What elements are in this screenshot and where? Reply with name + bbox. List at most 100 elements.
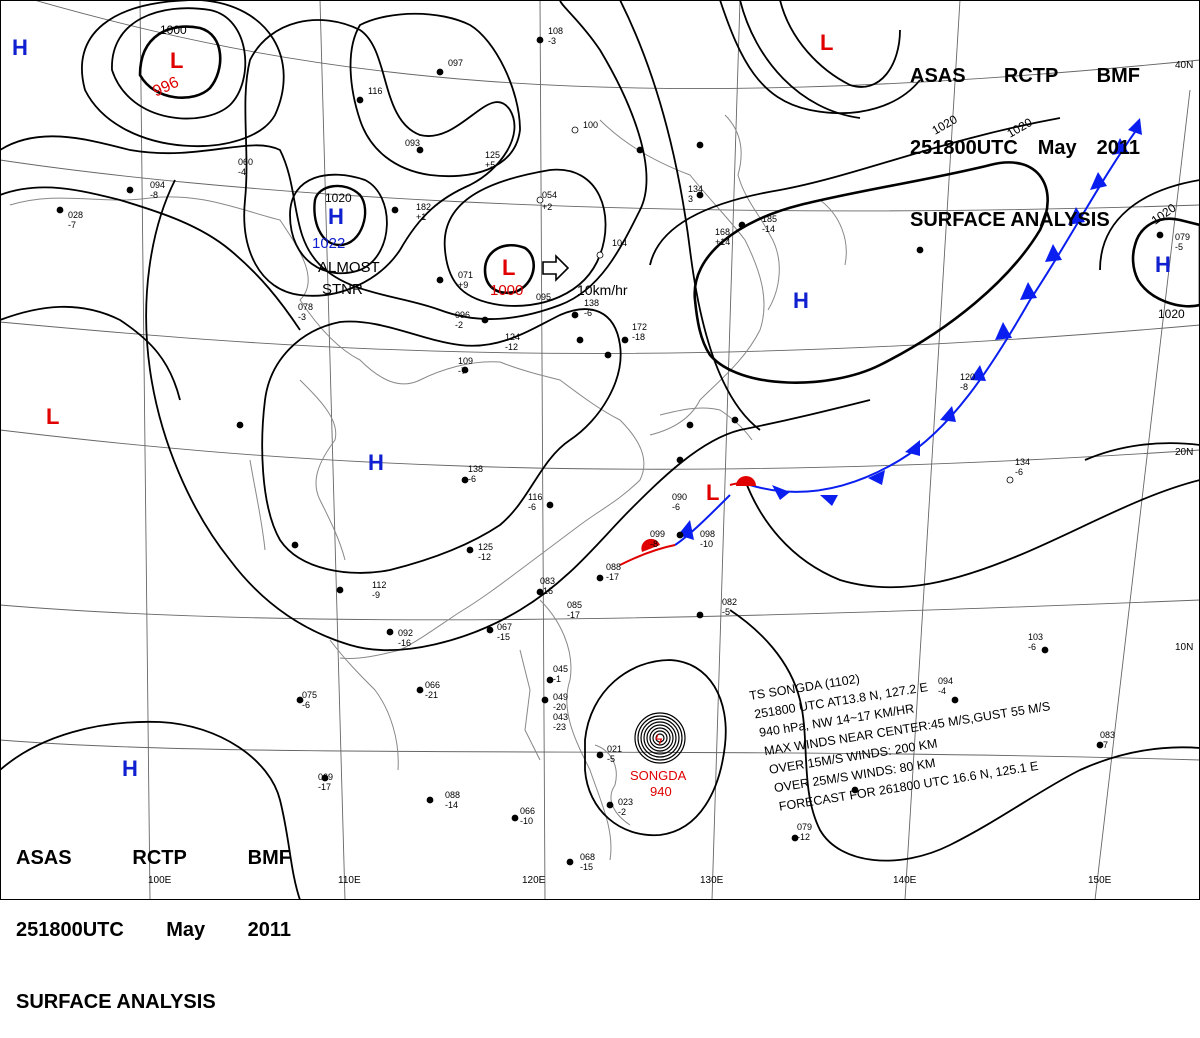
station-value: -17 [318, 782, 331, 792]
station-value: 054 [542, 190, 557, 200]
station-value: 098 [700, 529, 715, 539]
station-value: 112 [372, 580, 386, 590]
header-month: May [166, 919, 206, 941]
station-value: -8 [150, 190, 158, 200]
low-value: 1000 [490, 282, 523, 299]
station-value: -3 [298, 312, 306, 322]
station-value: -6 [528, 502, 536, 512]
lat-label: 20N [1175, 447, 1193, 458]
header-code: BMF [247, 847, 291, 869]
station-value: -12 [797, 832, 810, 842]
station-value: -23 [553, 722, 566, 732]
annotations: ALMOST STNR 10km/hr [318, 259, 628, 298]
high-symbol: H [368, 450, 384, 475]
station-value: 116 [368, 86, 382, 96]
station-value: 096 [455, 310, 470, 320]
typhoon-rings [634, 712, 686, 764]
station-value: -10 [700, 539, 713, 549]
station-value: -6 [1015, 467, 1023, 477]
weather-map: 100E 110E 120E 130E 140E 150E 40N 20N 10… [0, 0, 1200, 900]
station-value: 088 [445, 790, 460, 800]
high-symbol: H [793, 288, 809, 313]
station-value: 120 [960, 372, 975, 382]
station-value: 172 [632, 322, 647, 332]
pressure-centers: L 996 H 1022 L 1000 H L L H H H H L [12, 30, 1171, 781]
station-value: 079 [797, 822, 812, 832]
chart-header-top-right: ASAS RCTP BMF 251800UTC May 2011 SURFACE… [910, 16, 1140, 256]
station-value: -2 [455, 320, 463, 330]
station-value: 104 [612, 238, 627, 248]
station-value: 168 [715, 227, 730, 237]
station-value: 099 [650, 529, 665, 539]
station-value: -5 [607, 754, 615, 764]
station-value: -14 [762, 224, 775, 234]
typhoon-name: SONGDA [630, 768, 687, 783]
station-value: 085 [567, 600, 582, 610]
station-value: 049 [553, 692, 568, 702]
station-value: 083 [540, 576, 555, 586]
station-value: -15 [580, 862, 593, 872]
station-value: 066 [425, 680, 440, 690]
station-value: -18 [632, 332, 645, 342]
station-value: 108 [548, 26, 563, 36]
station-value: -21 [425, 690, 438, 700]
station-value: +5 [485, 160, 495, 170]
station-value: 082 [722, 597, 737, 607]
station-value: 090 [672, 492, 687, 502]
station-value: 069 [318, 772, 333, 782]
low-symbol: L [46, 404, 59, 429]
isobar-label: 1020 [325, 191, 352, 205]
station-value: -9 [372, 590, 380, 600]
station-value: 088 [606, 562, 621, 572]
station-value: 109 [458, 356, 473, 366]
station-value: 094 [150, 180, 165, 190]
station-value: 021 [607, 744, 622, 754]
station-value: -8 [650, 539, 658, 549]
header-year: 2011 [247, 919, 291, 941]
station-value: -4 [238, 167, 246, 177]
station-value: 094 [938, 676, 953, 686]
header-code: ASAS [16, 847, 72, 869]
motion-speed-label: 10km/hr [577, 282, 628, 298]
lat-label: 40N [1175, 60, 1193, 71]
station-value: 068 [580, 852, 595, 862]
station-value: 125 [478, 542, 493, 552]
station-value: 3 [688, 194, 693, 204]
station-value: -2 [618, 807, 626, 817]
station-value: +9 [458, 280, 468, 290]
isobars [0, 0, 1200, 900]
high-symbol: H [12, 35, 28, 60]
station-value: -12 [478, 552, 491, 562]
station-value: -16 [398, 638, 411, 648]
station-value: 066 [520, 806, 535, 816]
station-value: 103 [1028, 632, 1043, 642]
station-value: 067 [497, 622, 512, 632]
station-value: +2 [542, 202, 552, 212]
cold-front [674, 118, 1142, 546]
station-value: -5 [722, 607, 730, 617]
graticule-labels: 100E 110E 120E 130E 140E 150E 40N 20N 10… [148, 60, 1193, 886]
lat-label: 10N [1175, 642, 1193, 653]
typhoon: ϟ SONGDA 940 [630, 731, 687, 799]
station-value: -7 [1100, 740, 1108, 750]
graticule [0, 0, 1200, 900]
motion-arrow [542, 254, 570, 282]
station-value: -7 [458, 366, 466, 376]
header-code: ASAS [910, 65, 966, 87]
station-value: -6 [584, 308, 592, 318]
lon-label: 150E [1088, 875, 1112, 886]
station-markers [56, 36, 1164, 866]
station-value: 134 [1015, 457, 1030, 467]
lon-label: 120E [522, 875, 546, 886]
almost-label: ALMOST [318, 259, 380, 276]
station-value: -12 [505, 342, 518, 352]
coastlines [9, 114, 847, 861]
station-plots: 108 -3 097 116 100 093 125 +5 054 +2 182… [68, 26, 1190, 872]
typhoon-info: TS SONGDA (1102) 251800 UTC AT13.8 N, 12… [748, 672, 1051, 814]
low-symbol: L [820, 30, 833, 55]
header-title: SURFACE ANALYSIS [910, 209, 1110, 231]
station-value: -5 [1175, 242, 1183, 252]
station-value: 023 [618, 797, 633, 807]
high-symbol: H [1155, 252, 1171, 277]
station-value: +1 [416, 212, 426, 222]
